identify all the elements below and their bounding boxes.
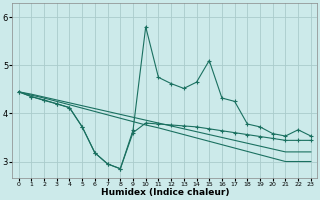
X-axis label: Humidex (Indice chaleur): Humidex (Indice chaleur) xyxy=(100,188,229,197)
